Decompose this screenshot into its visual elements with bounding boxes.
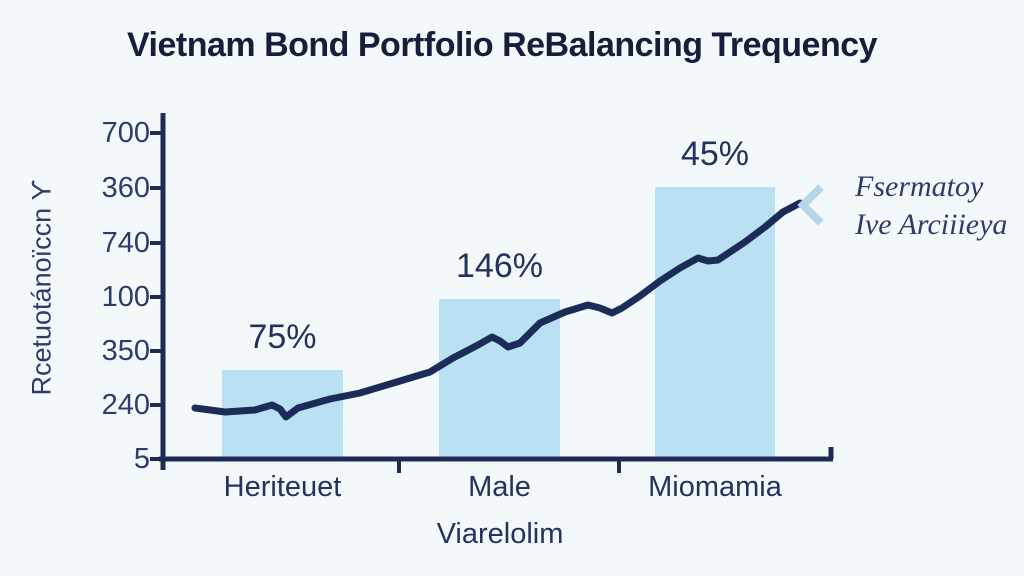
- x-category-label: Male: [468, 471, 531, 503]
- x-category-label: Heriteuet: [223, 471, 342, 503]
- bar-Miomamia: [655, 187, 775, 459]
- y-tick-label: 700: [101, 117, 150, 149]
- y-tick-label: 240: [101, 389, 150, 421]
- bar-value-label: 75%: [248, 318, 317, 356]
- trend-line: [191, 199, 804, 421]
- y-tick-label: 360: [101, 172, 150, 204]
- line-end-arrow-icon: [797, 184, 824, 226]
- bar-value-label: 45%: [680, 135, 750, 173]
- x-category-label: Miomamia: [648, 471, 782, 503]
- chart-title: Vietnam Bond Portfolio ReBalancing Trequ…: [126, 26, 878, 64]
- x-axis-title: Viarelolim: [436, 518, 564, 550]
- line-annotation: Fsermatoy Ive Arciiieya: [855, 168, 1007, 244]
- y-tick-label: 100: [101, 281, 150, 313]
- annotation-line-1: Fsermatoy: [855, 170, 984, 203]
- y-tick-label: 5: [133, 443, 150, 475]
- annotation-line-2: Ive Arciiieya: [855, 208, 1008, 241]
- y-tick-label: 350: [101, 335, 150, 367]
- y-tick-label: 740: [101, 227, 150, 259]
- bar-value-label: 146%: [456, 247, 543, 285]
